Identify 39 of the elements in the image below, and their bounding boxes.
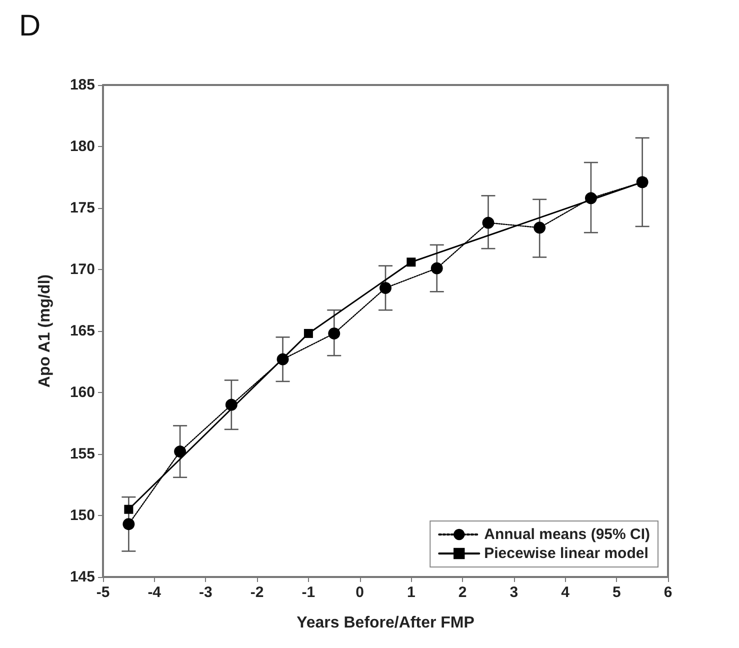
y-tick-label: 180 [70, 138, 95, 155]
x-tick-label: 2 [458, 584, 467, 601]
point [174, 446, 186, 458]
y-tick-label: 155 [70, 446, 95, 462]
point [122, 518, 135, 530]
point [406, 258, 416, 267]
x-tick-label: -5 [96, 584, 110, 601]
point [124, 504, 134, 514]
x-tick-label: -2 [250, 584, 264, 601]
x-tick-label: 6 [664, 584, 672, 601]
point [276, 353, 289, 366]
x-tick-label: -4 [148, 584, 162, 601]
y-tick-label: 175 [70, 200, 95, 216]
y-axis-title: Apo A1 (mg/dl) [36, 274, 54, 388]
point [482, 216, 494, 229]
y-tick-label: 170 [70, 261, 95, 278]
x-tick-label: 5 [612, 584, 621, 601]
x-tick-label: -1 [302, 584, 316, 601]
point [304, 328, 313, 338]
point [430, 262, 443, 274]
legend-label: Annual means (95% CI) [484, 526, 650, 543]
point [225, 398, 238, 411]
y-tick-label: 185 [70, 76, 95, 94]
y-tick-label: 150 [70, 507, 95, 524]
x-tick-label: -3 [199, 584, 212, 601]
y-tick-label: 165 [70, 322, 95, 340]
point [534, 222, 546, 234]
y-tick-label: 160 [70, 384, 95, 401]
legend-label: Piecewise linear model [484, 545, 648, 562]
x-axis-title: Years Before/After FMP [296, 614, 475, 632]
point [328, 327, 340, 340]
x-tick-label: 0 [356, 584, 364, 601]
y-tick-label: 145 [70, 568, 95, 586]
chart-title: D [19, 10, 41, 42]
x-tick-label: 4 [561, 584, 570, 601]
x-tick-label: 3 [510, 584, 518, 601]
x-tick-label: 1 [407, 584, 416, 601]
point [380, 282, 392, 294]
point [584, 192, 597, 204]
